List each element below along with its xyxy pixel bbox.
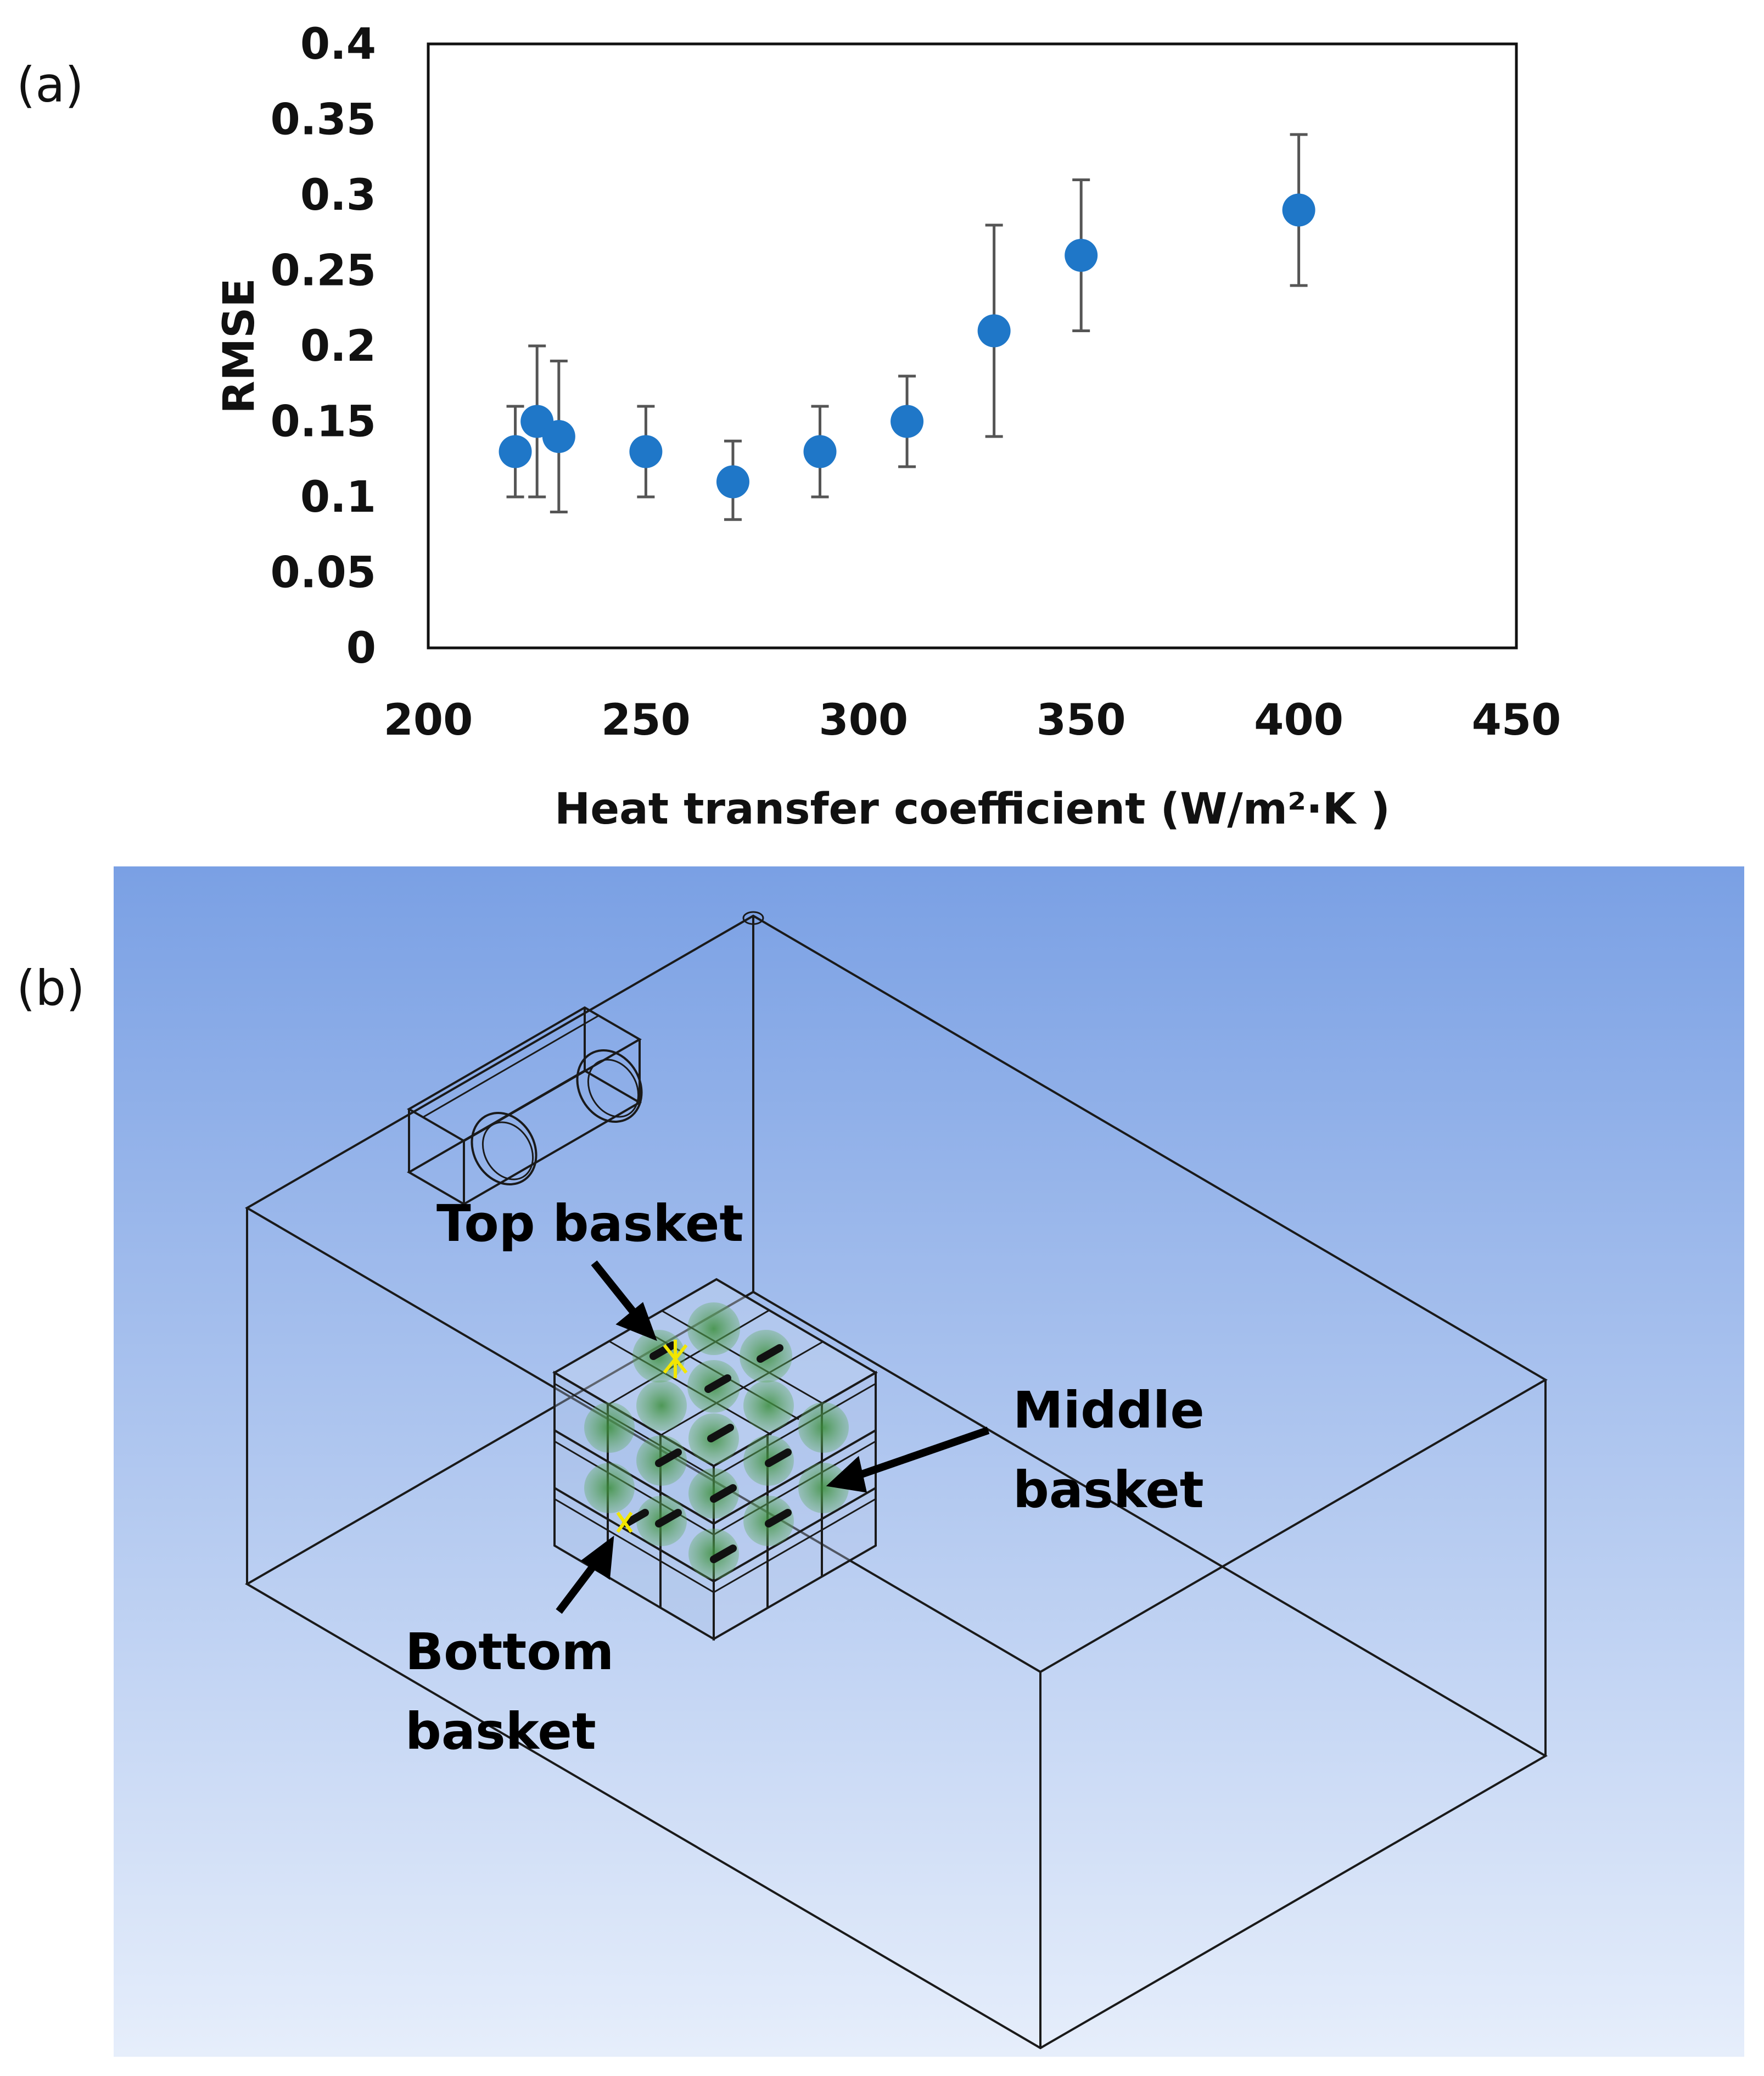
bottom-basket-label-line2: basket (405, 1702, 596, 1761)
x-tick-label: 300 (819, 696, 908, 745)
top-basket-arrow (591, 1260, 641, 1320)
fan-circle-left (471, 1112, 537, 1185)
bottom-basket-arrow (556, 1557, 602, 1614)
x-tick-label: 450 (1472, 696, 1561, 745)
data-point (542, 420, 575, 453)
data-point (1282, 193, 1315, 227)
bottom-basket-label-line1: Bottom (405, 1622, 614, 1681)
x-tick-label: 250 (601, 696, 691, 745)
y-tick-label: 0.35 (271, 96, 376, 145)
y-tick-label: 0.15 (271, 398, 376, 447)
x-tick-label: 350 (1037, 696, 1126, 745)
middle-basket-arrow (852, 1426, 990, 1481)
data-point (1065, 239, 1098, 272)
data-point (977, 314, 1011, 348)
panel-b-label: (b) (16, 960, 85, 1016)
data-point (499, 435, 532, 468)
fan-housing (407, 1006, 643, 1206)
x-axis-title: Heat transfer coefficient (W/m²·K ) (555, 785, 1390, 834)
data-point (629, 435, 663, 468)
y-axis-ticks: 0 0.05 0.1 0.15 0.2 0.25 0.3 0.35 0.4 (271, 20, 376, 673)
plot-area-frame (427, 42, 1518, 650)
x-axis-ticks: 200 250 300 350 400 450 (384, 696, 1561, 745)
vent-hole (742, 911, 764, 925)
top-basket-label: Top basket (436, 1194, 743, 1253)
middle-basket-label-line1: Middle (1013, 1381, 1205, 1440)
panel-a: (a) 0 0.05 0.1 0.15 0.2 0.25 0.3 0.35 0.4 200 250… (16, 20, 1561, 834)
panel-b: (b) (16, 866, 1744, 2057)
basket-stack (552, 1278, 878, 1641)
fan-circle-right (576, 1049, 643, 1123)
y-tick-label: 0.3 (300, 171, 376, 220)
y-tick-label: 0.1 (300, 473, 376, 522)
y-tick-label: 0.2 (300, 322, 376, 371)
callout-arrows (556, 1260, 990, 1614)
y-tick-label: 0.25 (271, 247, 376, 296)
y-tick-label: 0.05 (271, 549, 376, 598)
basket-slots (622, 1341, 792, 1563)
panel-a-label: (a) (16, 57, 84, 113)
data-point (716, 465, 749, 499)
x-tick-label: 400 (1254, 696, 1343, 745)
data-point (891, 405, 924, 438)
x-tick-label: 200 (384, 696, 473, 745)
sensor-markers (616, 1340, 688, 1533)
y-tick-label: 0.4 (300, 20, 376, 69)
data-markers (499, 193, 1315, 499)
render-background (114, 866, 1744, 2057)
middle-basket-label-line2: basket (1013, 1461, 1204, 1519)
data-point (803, 435, 837, 468)
y-axis-title: RMSE (215, 278, 264, 413)
y-tick-label: 0 (346, 624, 376, 673)
